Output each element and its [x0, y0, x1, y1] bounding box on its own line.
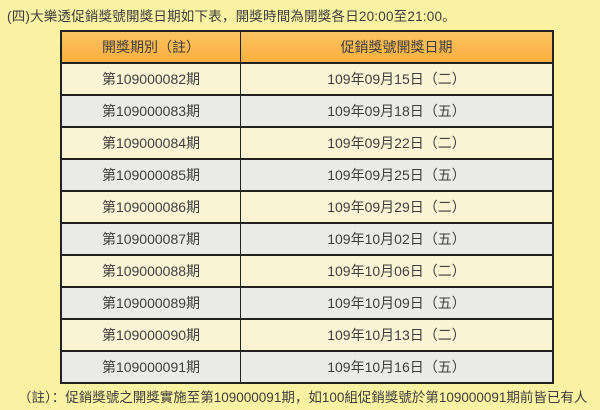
- table-row: 第109000087期 109年10月02日（五）: [60, 222, 554, 256]
- table-row: 第109000083期 109年09月18日（五）: [60, 94, 554, 128]
- table-row: 第109000085期 109年09月25日（五）: [60, 158, 554, 192]
- date-cell: 109年10月06日（二）: [240, 254, 554, 288]
- date-cell: 109年09月18日（五）: [240, 94, 554, 128]
- date-cell: 109年10月13日（二）: [240, 318, 554, 352]
- period-cell: 第109000088期: [60, 254, 241, 288]
- period-cell: 第109000085期: [60, 158, 241, 192]
- date-cell: 109年10月09日（五）: [240, 286, 554, 320]
- period-cell: 第109000091期: [60, 350, 241, 384]
- column-header-period: 開獎期別（註）: [60, 30, 241, 64]
- period-cell: 第109000086期: [60, 190, 241, 224]
- table-row: 第109000086期 109年09月29日（二）: [60, 190, 554, 224]
- period-cell: 第109000083期: [60, 94, 241, 128]
- period-cell: 第109000082期: [60, 62, 241, 96]
- period-cell: 第109000087期: [60, 222, 241, 256]
- table-row: 第109000088期 109年10月06日（二）: [60, 254, 554, 288]
- date-cell: 109年09月22日（二）: [240, 126, 554, 160]
- date-cell: 109年09月25日（五）: [240, 158, 554, 192]
- table-row: 第109000084期 109年09月22日（二）: [60, 126, 554, 160]
- period-cell: 第109000089期: [60, 286, 241, 320]
- table-header-row: 開獎期別（註） 促銷獎號開獎日期: [60, 30, 554, 64]
- footnote: （註）：促銷獎號之開獎實施至第109000091期，如100組促銷獎號於第109…: [18, 390, 588, 405]
- column-header-date: 促銷獎號開獎日期: [240, 30, 554, 64]
- table-row: 第109000091期 109年10月16日（五）: [60, 350, 554, 384]
- date-cell: 109年09月15日（二）: [240, 62, 554, 96]
- table-row: 第109000082期 109年09月15日（二）: [60, 62, 554, 96]
- table-row: 第109000090期 109年10月13日（二）: [60, 318, 554, 352]
- table-row: 第109000089期 109年10月09日（五）: [60, 286, 554, 320]
- period-cell: 第109000084期: [60, 126, 241, 160]
- date-cell: 109年10月02日（五）: [240, 222, 554, 256]
- table-body: 第109000082期 109年09月15日（二） 第109000083期 109年0…: [60, 62, 554, 384]
- date-cell: 109年09月29日（二）: [240, 190, 554, 224]
- date-cell: 109年10月16日（五）: [240, 350, 554, 384]
- schedule-table: 開獎期別（註） 促銷獎號開獎日期 第109000082期 109年09月15日（二…: [60, 30, 554, 384]
- page-title: (四)大樂透促銷獎號開獎日期如下表，開獎時間為開獎各日20:00至21:00。: [7, 9, 456, 24]
- period-cell: 第109000090期: [60, 318, 241, 352]
